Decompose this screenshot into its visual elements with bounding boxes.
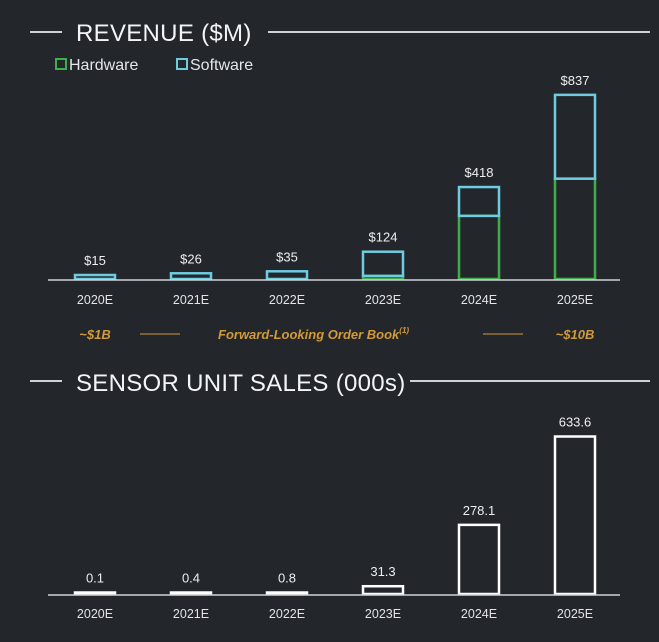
units-value-label-2024E: 278.1 (463, 503, 496, 518)
units-value-label-2021E: 0.4 (182, 571, 200, 586)
units-value-labels: 0.1 0.4 0.8 31.3 278.1 633.6 (86, 415, 591, 586)
revenue-legend: Hardware Software (55, 57, 253, 74)
units-tick-2022E: 2022E (269, 607, 305, 621)
order-book-label: Forward-Looking Order Book(1) (218, 326, 409, 342)
revenue-bars (73, 93, 597, 281)
revenue-value-label-2022E: $35 (276, 249, 298, 264)
revenue-value-label-2021E: $26 (180, 251, 202, 266)
units-tick-2021E: 2021E (173, 607, 209, 621)
revenue-value-label-2025E: $837 (561, 73, 590, 88)
order-book-label-text: Forward-Looking Order Book (218, 327, 400, 342)
legend-software-swatch (176, 58, 188, 70)
units-bar-2021E (169, 591, 213, 596)
revenue-bar-software-2022E (265, 270, 309, 281)
units-bars (73, 435, 597, 596)
revenue-tick-2020E: 2020E (77, 293, 113, 307)
revenue-bar-software-2020E (73, 273, 117, 281)
revenue-value-label-2020E: $15 (84, 253, 106, 268)
revenue-header: REVENUE ($M) (30, 20, 650, 47)
revenue-bar-software-2025E (553, 93, 597, 180)
order-book-annotation: ~$1B Forward-Looking Order Book(1) ~$10B (79, 326, 594, 342)
units-tick-2020E: 2020E (77, 607, 113, 621)
units-bar-2020E (73, 591, 117, 596)
revenue-tick-2022E: 2022E (269, 293, 305, 307)
order-book-footnote: (1) (399, 326, 409, 335)
units-tick-2025E: 2025E (557, 607, 593, 621)
revenue-tick-labels: 2020E 2021E 2022E 2023E 2024E 2025E (77, 293, 593, 307)
units-bar-2023E (361, 584, 405, 596)
units-value-label-2025E: 633.6 (559, 415, 592, 430)
units-bar-2024E (457, 523, 501, 596)
units-value-label-2023E: 31.3 (370, 564, 395, 579)
units-header: SENSOR UNIT SALES (000s) (30, 370, 650, 397)
units-bar-2025E (553, 435, 597, 596)
revenue-bar-software-2023E (361, 250, 405, 278)
units-bar-2022E (265, 591, 309, 596)
revenue-tick-2024E: 2024E (461, 293, 497, 307)
units-value-label-2022E: 0.8 (278, 571, 296, 586)
units-tick-2024E: 2024E (461, 607, 497, 621)
revenue-value-labels: $15 $26 $35 $124 $418 $837 (84, 73, 589, 268)
revenue-value-label-2023E: $124 (369, 230, 398, 245)
revenue-tick-2025E: 2025E (557, 293, 593, 307)
revenue-bar-software-2021E (169, 272, 213, 281)
revenue-tick-2021E: 2021E (173, 293, 209, 307)
units-tick-2023E: 2023E (365, 607, 401, 621)
order-book-left-value: ~$1B (79, 327, 110, 342)
units-title: SENSOR UNIT SALES (000s) (76, 370, 406, 397)
revenue-bar-hardware-2024E (457, 214, 501, 281)
revenue-value-label-2024E: $418 (465, 165, 494, 180)
legend-hardware-label: Hardware (69, 57, 138, 74)
revenue-bar-software-2024E (457, 185, 501, 218)
units-tick-labels: 2020E 2021E 2022E 2023E 2024E 2025E (77, 607, 593, 621)
revenue-title: REVENUE ($M) (76, 20, 252, 47)
units-value-label-2020E: 0.1 (86, 571, 104, 586)
legend-hardware-swatch (55, 58, 67, 70)
legend-software-label: Software (190, 57, 253, 74)
revenue-bar-hardware-2025E (553, 177, 597, 281)
order-book-right-value: ~$10B (556, 327, 595, 342)
revenue-tick-2023E: 2023E (365, 293, 401, 307)
